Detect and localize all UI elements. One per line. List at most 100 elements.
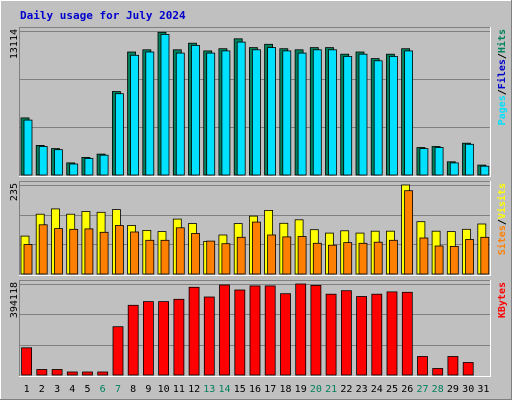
x-tick-label: 16: [249, 384, 261, 395]
bar-sites: [206, 240, 216, 275]
bar-kbytes: [280, 293, 291, 376]
bar-kbytes: [203, 296, 215, 376]
bar-kbytes: [249, 285, 261, 376]
bar-sites: [312, 242, 322, 275]
right-legend: Pages/Files/Hits: [496, 29, 508, 125]
x-tick-label: 23: [356, 384, 368, 395]
bar-sites: [434, 245, 444, 275]
legend-separator: /: [497, 89, 508, 95]
x-tick-label: 2: [39, 384, 45, 395]
bar-kbytes: [371, 293, 383, 376]
bar-sites: [54, 228, 63, 275]
bar-pages: [267, 47, 277, 176]
legend-files: Files: [496, 59, 508, 89]
bar-pages: [175, 52, 185, 176]
bar-sites: [373, 241, 383, 275]
bar-kbytes: [188, 286, 200, 376]
x-tick-label: 22: [340, 384, 352, 395]
bar-pages: [312, 49, 322, 176]
x-tick-label: 29: [447, 384, 459, 395]
bar-sites: [465, 239, 474, 275]
x-tick-label: 31: [477, 384, 489, 395]
bar-pages: [297, 52, 307, 176]
bar-kbytes: [417, 356, 428, 376]
bar-pages: [99, 154, 109, 176]
bar-sites: [130, 231, 140, 275]
bar-kbytes: [219, 284, 230, 376]
bar-pages: [358, 53, 368, 176]
x-tick-label: 10: [158, 384, 170, 395]
x-tick-label: 30: [462, 384, 474, 395]
chart-title: Daily usage for July 2024: [20, 9, 186, 22]
y-tick-label: 394118: [9, 282, 20, 318]
x-tick-label: 9: [145, 384, 151, 395]
legend-kbytes: KBytes: [497, 282, 508, 318]
y-tick-label: 235: [9, 183, 20, 201]
bar-pages: [38, 146, 48, 176]
bar-sites: [480, 236, 490, 275]
bar-kbytes: [310, 284, 322, 376]
bar-kbytes: [97, 371, 109, 376]
bar-sites: [388, 239, 398, 275]
bar-pages: [130, 54, 140, 176]
bar-sites: [267, 234, 277, 275]
x-tick-label: 4: [69, 384, 75, 395]
x-tick-label: 21: [325, 384, 337, 395]
bar-pages: [449, 162, 459, 176]
bar-sites: [251, 221, 261, 275]
bar-sites: [38, 224, 48, 275]
x-tick-label: 12: [188, 384, 200, 395]
x-tick-label: 28: [432, 384, 444, 395]
bar-sites: [175, 227, 185, 275]
bar-pages: [191, 45, 200, 176]
right-legend: KBytes: [497, 282, 508, 318]
bar-kbytes: [447, 356, 459, 376]
x-tick-label: 1: [24, 384, 30, 395]
x-tick-label: 19: [295, 384, 307, 395]
bar-kbytes: [401, 291, 413, 376]
bar-pages: [23, 119, 33, 176]
bar-kbytes: [386, 291, 398, 376]
bar-pages: [251, 49, 261, 176]
bar-pages: [480, 165, 490, 176]
bar-pages: [206, 52, 216, 176]
panel-hits-files-pages: 13114 Pages/Files/Hits: [9, 27, 508, 177]
bar-pages: [145, 51, 155, 176]
bar-pages: [236, 41, 246, 176]
legend-separator: /: [497, 53, 508, 59]
bar-sites: [23, 244, 33, 275]
legend-visits: Visits: [496, 183, 508, 219]
bar-pages: [115, 93, 124, 176]
bar-sites: [99, 231, 109, 275]
x-tick-label: 5: [84, 384, 90, 395]
x-tick-label: 6: [100, 384, 106, 395]
x-tick-label: 27: [416, 384, 428, 395]
bar-sites: [282, 236, 292, 275]
bar-kbytes: [142, 301, 154, 376]
chart-panels: 13114Pages/Files/Hits235Sites/Visits3941…: [9, 27, 508, 377]
x-tick-label: 20: [310, 384, 322, 395]
bar-kbytes: [158, 301, 170, 376]
bar-kbytes: [340, 290, 352, 376]
bar-kbytes: [21, 347, 33, 376]
x-tick-label: 25: [386, 384, 398, 395]
bar-sites: [69, 228, 79, 275]
x-tick-label: 11: [173, 384, 185, 395]
x-tick-label: 26: [401, 384, 413, 395]
bar-sites: [297, 236, 307, 275]
bar-sites: [115, 225, 124, 275]
bar-kbytes: [234, 289, 246, 376]
bar-pages: [343, 56, 353, 176]
x-tick-label: 15: [234, 384, 246, 395]
bar-sites: [221, 243, 231, 275]
x-tick-label: 8: [130, 384, 136, 395]
bar-pages: [160, 34, 170, 176]
bar-pages: [419, 148, 429, 176]
bar-kbytes: [51, 369, 63, 376]
bar-kbytes: [127, 304, 139, 376]
bar-sites: [145, 239, 155, 275]
bar-kbytes: [356, 296, 368, 376]
legend-separator: /: [497, 219, 508, 225]
bar-sites: [404, 190, 414, 275]
y-tick-label: 13114: [9, 29, 20, 59]
